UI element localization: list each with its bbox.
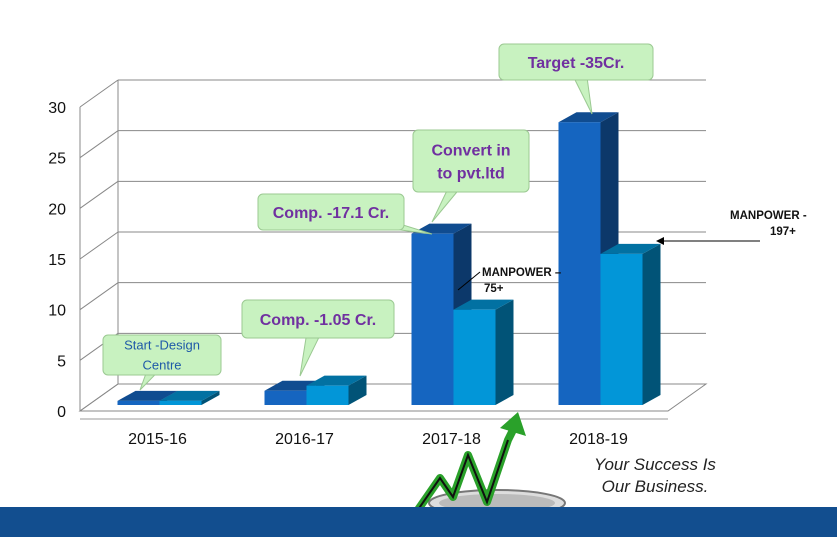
bar <box>159 400 202 405</box>
floor <box>78 383 708 412</box>
bar <box>411 233 454 405</box>
callout-text: Convert in <box>431 142 510 159</box>
callouts: Start -Design Centre Comp. -1.05 Cr. Comp. … <box>102 43 654 391</box>
bar-side <box>495 299 514 405</box>
callout: Start -Design Centre <box>102 334 222 391</box>
bar <box>306 385 349 405</box>
slogan-line-2: Our Business. <box>601 477 709 496</box>
callout-text: to pvt.ltd <box>437 165 505 182</box>
x-tick-label: 2015-16 <box>128 431 187 448</box>
bar <box>600 253 643 405</box>
y-tick-label: 15 <box>48 252 66 269</box>
y-tick-label: 30 <box>48 100 66 117</box>
slogan: Your Success Is Our Business. <box>560 454 750 498</box>
bar <box>264 390 307 405</box>
bar <box>453 309 496 405</box>
callout-text: Comp. -1.05 Cr. <box>260 312 376 329</box>
bar-side <box>201 390 220 405</box>
callout-text: Centre <box>142 358 181 373</box>
gridline-diagonal <box>79 130 119 159</box>
y-tick-label: 0 <box>57 404 66 421</box>
callout-cover <box>259 195 403 229</box>
gridline-diagonal <box>79 231 119 260</box>
bars <box>117 112 661 405</box>
bar-top <box>600 243 661 254</box>
gridline-diagonal <box>79 282 119 311</box>
bar <box>117 400 160 405</box>
y-tick-label: 5 <box>57 353 66 370</box>
slogan-line-1: Your Success Is <box>594 455 716 474</box>
callout-text: Comp. -17.1 Cr. <box>273 205 389 222</box>
manpower-value: 197+ <box>770 226 796 238</box>
growth-arrow-outline <box>405 439 509 528</box>
callout: Target -35Cr. <box>498 43 654 115</box>
bar-top <box>411 223 472 234</box>
gridline-diagonal <box>79 180 119 209</box>
bar-top <box>306 375 367 386</box>
annotation-pointer <box>457 271 481 291</box>
x-tick-label: 2017-18 <box>422 431 481 448</box>
callout-cover <box>414 131 528 191</box>
bar-top <box>159 390 220 401</box>
bottom-band <box>0 507 837 537</box>
manpower-annotation-2017-18: MANPOWER – 75+ <box>482 265 561 297</box>
bar-top <box>117 390 178 401</box>
manpower-value: 75+ <box>484 283 504 295</box>
bar-side <box>642 243 661 405</box>
callout-text: Start -Design <box>124 338 200 353</box>
manpower-annotation-2018-19: MANPOWER - 197+ <box>730 208 807 240</box>
y-tick-label: 20 <box>48 201 66 218</box>
tick-labels: 0 5 10 15 20 25 30 2015-16 2016-17 2017-18 2018-19 <box>48 100 628 448</box>
callout: Comp. -1.05 Cr. <box>241 299 395 377</box>
callout-cover <box>243 301 393 337</box>
y-tick-label: 10 <box>48 303 66 320</box>
x-tick-label: 2018-19 <box>569 431 628 448</box>
arrowhead-icon <box>500 412 526 436</box>
bar-top <box>453 299 514 310</box>
bar-top <box>558 112 619 123</box>
callout-text: Target -35Cr. <box>528 55 625 72</box>
callout-cover <box>500 45 652 79</box>
arrowhead-icon <box>656 237 664 245</box>
gridline-diagonal <box>79 79 119 108</box>
y-tick-label: 25 <box>48 151 66 168</box>
callout-cover <box>104 336 220 374</box>
bar-side <box>348 375 367 405</box>
bar <box>558 122 601 405</box>
callout: Convert in to pvt.ltd <box>412 129 530 223</box>
callout: Comp. -17.1 Cr. <box>257 193 433 235</box>
axes <box>78 80 708 420</box>
x-tick-label: 2016-17 <box>275 431 334 448</box>
manpower-label: MANPOWER – <box>482 267 562 279</box>
manpower-label: MANPOWER - <box>730 210 807 222</box>
